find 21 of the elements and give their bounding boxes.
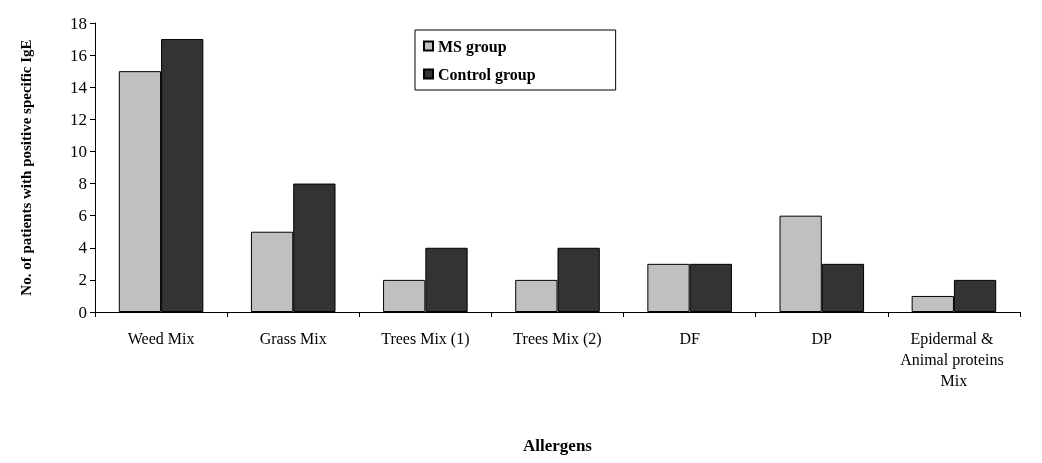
y-tick-label: 6	[78, 206, 87, 226]
x-tick-label: Epidermal & Animal proteins Mix	[900, 330, 1008, 389]
legend-label: MS group	[438, 37, 507, 56]
y-tick-label: 18	[70, 13, 87, 33]
y-tick-label: 8	[78, 174, 87, 194]
y-tick-label: 2	[78, 270, 87, 290]
legend-label: Control group	[438, 65, 536, 84]
y-tick-label: 14	[70, 77, 88, 97]
x-tick-label: Trees Mix (1)	[381, 330, 470, 348]
x-axis-title: Allergens	[523, 436, 593, 455]
y-axis-title: No. of patients with positive specific IgE	[17, 39, 34, 296]
y-tick-label: 12	[70, 109, 87, 129]
y-tick-label: 10	[70, 141, 87, 161]
y-tick-label: 0	[78, 302, 87, 322]
x-tick-label: Weed Mix	[127, 330, 195, 347]
x-tick-label: Grass Mix	[259, 330, 327, 347]
y-tick-label: 16	[70, 45, 87, 65]
y-tick-label: 4	[78, 238, 88, 258]
x-tick-label: DF	[679, 330, 700, 347]
x-tick-label: DP	[811, 330, 833, 347]
x-tick-label: Trees Mix (2)	[513, 330, 602, 348]
